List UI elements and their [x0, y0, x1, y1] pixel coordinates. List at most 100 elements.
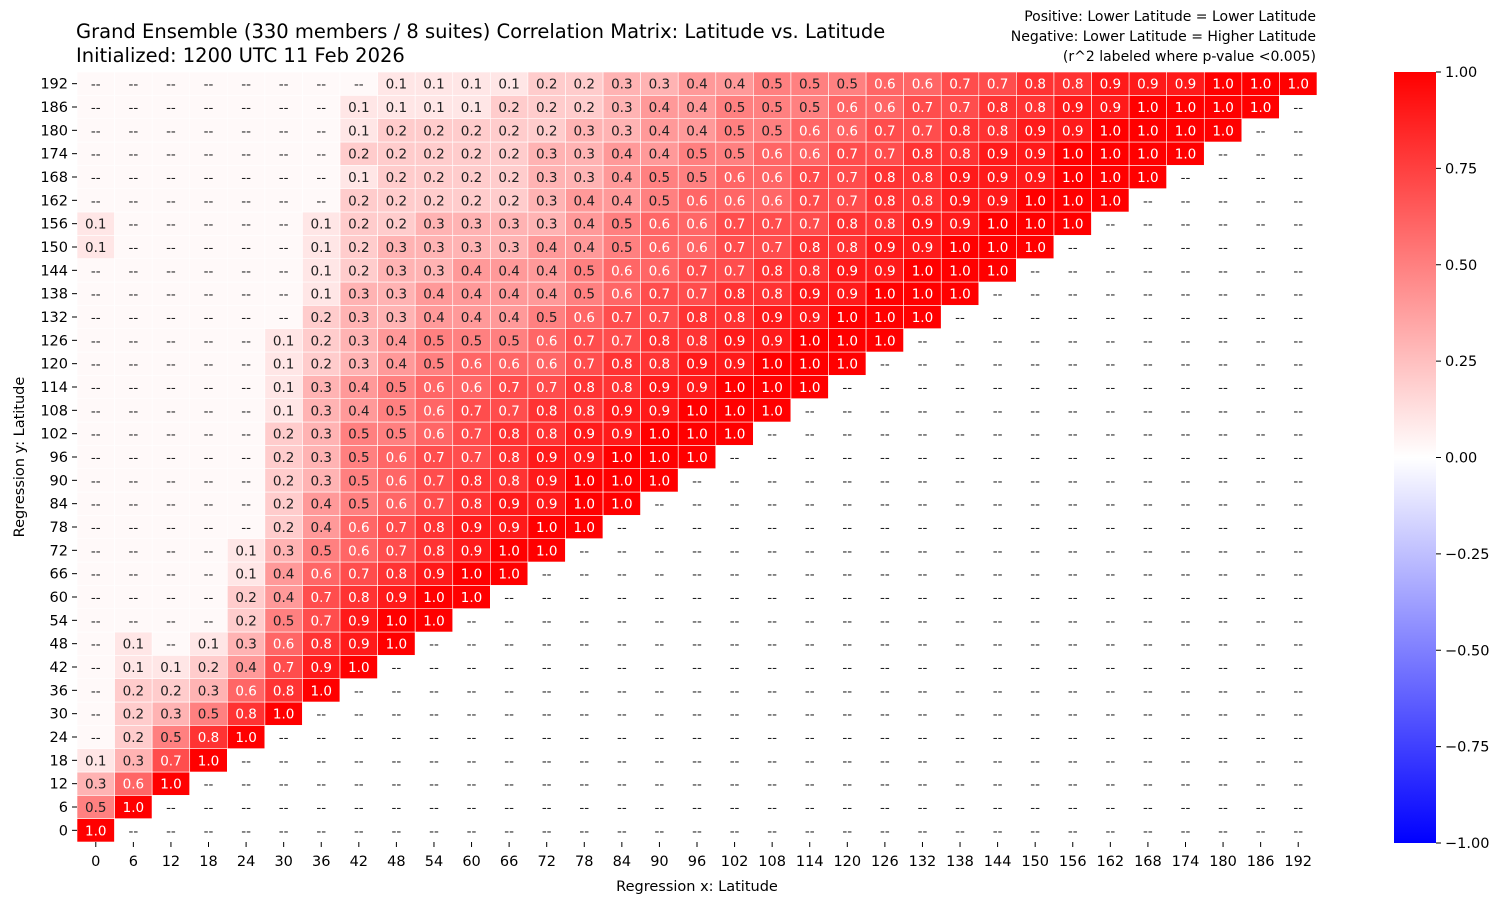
- x-tick-label: 78: [575, 854, 593, 870]
- cell-label: --: [1105, 497, 1115, 513]
- cell-label: 0.8: [536, 403, 557, 419]
- cell-label: 0.1: [273, 357, 294, 373]
- cell-label: --: [1293, 403, 1303, 419]
- y-tick-label: 30: [50, 707, 68, 723]
- cell-label: --: [204, 567, 214, 583]
- cell-label: --: [1143, 333, 1153, 349]
- cell-label: --: [542, 730, 552, 746]
- cell-label: --: [842, 543, 852, 559]
- cell-label: 0.9: [686, 357, 707, 373]
- cell-label: 0.4: [686, 77, 707, 93]
- cell-label: --: [204, 263, 214, 279]
- cell-label: --: [1181, 800, 1191, 816]
- cell-label: 1.0: [1212, 100, 1233, 116]
- cell-label: --: [1256, 380, 1266, 396]
- cell-label: --: [767, 800, 777, 816]
- cell-label: --: [1143, 403, 1153, 419]
- cell-label: --: [467, 660, 477, 676]
- cell-label: 0.8: [912, 170, 933, 186]
- cell-label: 0.9: [536, 450, 557, 466]
- cell-label: --: [880, 567, 890, 583]
- cell-label: 0.4: [686, 123, 707, 139]
- cell-label: --: [204, 590, 214, 606]
- cell-label: --: [392, 800, 402, 816]
- cell-label: --: [1256, 123, 1266, 139]
- cell-label: --: [730, 730, 740, 746]
- cell-label: --: [204, 520, 214, 536]
- cell-label: --: [1293, 613, 1303, 629]
- cell-label: 0.4: [611, 170, 632, 186]
- cell-label: 0.6: [649, 263, 670, 279]
- cell-label: --: [241, 77, 251, 93]
- cell-label: --: [1181, 590, 1191, 606]
- cell-label: 1.0: [874, 287, 895, 303]
- cell-label: --: [1256, 543, 1266, 559]
- cell-label: --: [1256, 357, 1266, 373]
- cell-label: --: [579, 707, 589, 723]
- cell-label: 1.0: [1100, 147, 1121, 163]
- cell-label: --: [128, 263, 138, 279]
- cell-label: --: [1030, 730, 1040, 746]
- cell-label: --: [1105, 543, 1115, 559]
- cell-label: --: [767, 473, 777, 489]
- cell-label: --: [805, 427, 815, 443]
- cell-label: --: [1143, 520, 1153, 536]
- cell-label: 1.0: [1175, 100, 1196, 116]
- y-tick-label: 6: [59, 800, 68, 816]
- cell-label: 0.6: [799, 147, 820, 163]
- cell-label: --: [880, 823, 890, 839]
- cell-label: 0.3: [311, 427, 332, 443]
- cell-label: --: [542, 753, 552, 769]
- cell-label: --: [241, 427, 251, 443]
- cell-label: --: [241, 310, 251, 326]
- y-tick-label: 180: [40, 123, 68, 139]
- cell-label: --: [128, 823, 138, 839]
- cell-label: --: [128, 567, 138, 583]
- cell-label: --: [805, 473, 815, 489]
- cell-label: --: [91, 637, 101, 653]
- cell-label: 0.7: [423, 450, 444, 466]
- cell-label: --: [166, 613, 176, 629]
- cell-label: 0.5: [611, 217, 632, 233]
- cell-label: --: [279, 77, 289, 93]
- cell-label: 0.8: [423, 520, 444, 536]
- cell-label: 0.2: [386, 123, 407, 139]
- cell-label: 0.8: [912, 193, 933, 209]
- cell-label: --: [166, 263, 176, 279]
- cell-label: 0.3: [348, 310, 369, 326]
- cell-label: 0.7: [649, 310, 670, 326]
- cell-label: --: [993, 520, 1003, 536]
- cell-label: --: [1256, 637, 1266, 653]
- cell-label: 0.7: [724, 217, 745, 233]
- cell-label: 0.4: [461, 310, 482, 326]
- cell-label: 0.5: [574, 287, 595, 303]
- cell-label: 0.7: [461, 427, 482, 443]
- cell-label: --: [1030, 473, 1040, 489]
- cell-label: --: [279, 170, 289, 186]
- cell-label: --: [1293, 147, 1303, 163]
- cell-label: 0.7: [949, 100, 970, 116]
- y-tick-label: 114: [40, 380, 68, 396]
- cell-label: --: [993, 660, 1003, 676]
- cell-label: 0.8: [498, 427, 519, 443]
- cell-label: --: [542, 613, 552, 629]
- cell-label: --: [993, 333, 1003, 349]
- cell-label: --: [429, 823, 439, 839]
- cell-label: --: [1030, 357, 1040, 373]
- cell-label: 1.0: [686, 403, 707, 419]
- cell-label: 0.9: [574, 450, 595, 466]
- cell-label: 0.3: [498, 240, 519, 256]
- cell-label: 0.5: [799, 100, 820, 116]
- cell-label: 0.4: [461, 287, 482, 303]
- cell-label: --: [1181, 613, 1191, 629]
- cell-label: --: [993, 590, 1003, 606]
- cell-label: 0.2: [498, 147, 519, 163]
- cell-label: --: [241, 800, 251, 816]
- cell-label: --: [1105, 823, 1115, 839]
- cell-label: 0.9: [837, 263, 858, 279]
- cell-label: --: [692, 707, 702, 723]
- cell-label: 1.0: [273, 707, 294, 723]
- cell-label: 0.7: [837, 147, 858, 163]
- cell-label: --: [918, 380, 928, 396]
- cell-label: 0.1: [160, 660, 181, 676]
